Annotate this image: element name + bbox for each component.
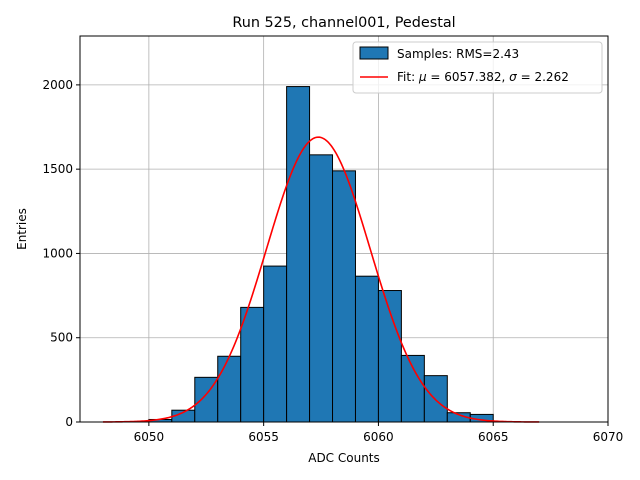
x-tick-label: 6065 [478, 430, 509, 444]
y-tick-label: 1000 [42, 246, 73, 260]
gaussian-fit [102, 136, 540, 423]
legend-fit-mu: μ [418, 70, 427, 84]
y-tick-label: 2000 [42, 78, 73, 92]
legend-fit-label: Fit: μ = 6057.382, σ = 2.262 [397, 70, 569, 84]
x-axis-ticks: 6050 6055 6060 6065 6070 [134, 422, 624, 444]
y-axis-label: Entries [15, 208, 29, 250]
legend-fit-mid: = 6057.382, [430, 70, 509, 84]
histogram-bars [148, 86, 494, 423]
legend: Samples: RMS=2.43 Fit: μ = 6057.382, σ =… [352, 41, 603, 94]
histogram-bar [263, 265, 288, 423]
histogram-bar [240, 306, 265, 423]
legend-fit-suffix: = 2.262 [521, 70, 569, 84]
histogram-bar [309, 154, 334, 423]
y-tick-label: 500 [50, 331, 73, 345]
histogram-bar [217, 355, 242, 423]
plot-frame [79, 35, 609, 423]
histogram-bar [286, 86, 311, 423]
histogram-bar [400, 354, 425, 423]
y-axis-ticks: 0 500 1000 1500 2000 [42, 78, 80, 429]
x-tick-label: 6050 [134, 430, 165, 444]
histogram-bar [332, 170, 356, 423]
chart-title: Run 525, channel001, Pedestal [232, 15, 455, 31]
fit-curve [102, 136, 540, 423]
x-tick-label: 6060 [363, 430, 394, 444]
legend-box [352, 41, 603, 94]
x-tick-label: 6055 [248, 430, 279, 444]
histogram-bar [423, 375, 448, 423]
legend-histogram-label: Samples: RMS=2.43 [397, 47, 519, 61]
legend-fit-sigma: σ [509, 70, 517, 84]
x-axis-label: ADC Counts [308, 451, 380, 465]
legend-histogram-swatch [359, 46, 389, 60]
y-tick-label: 1500 [42, 162, 73, 176]
legend-fit-prefix: Fit: [397, 70, 419, 84]
y-tick-label: 0 [65, 415, 73, 429]
x-tick-label: 6070 [593, 430, 624, 444]
histogram-bar [354, 275, 379, 423]
